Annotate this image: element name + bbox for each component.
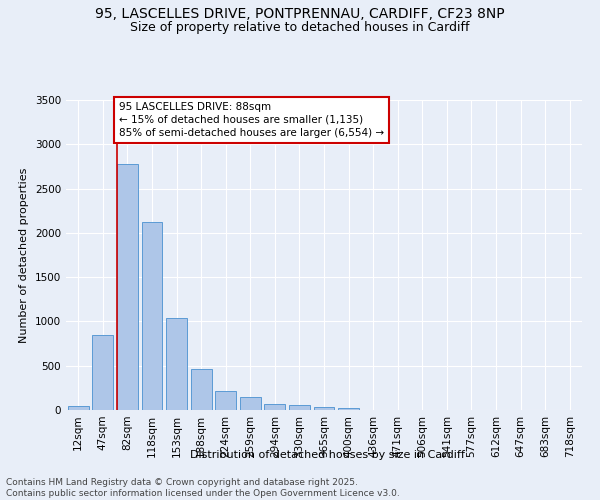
Bar — [215, 392, 236, 410]
Bar — [92, 334, 113, 410]
Bar — [265, 404, 286, 410]
Bar — [289, 405, 310, 410]
Text: Distribution of detached houses by size in Cardiff: Distribution of detached houses by size … — [190, 450, 464, 460]
Text: Contains HM Land Registry data © Crown copyright and database right 2025.
Contai: Contains HM Land Registry data © Crown c… — [6, 478, 400, 498]
Bar — [314, 408, 334, 410]
Bar — [191, 370, 212, 410]
Bar — [117, 164, 138, 410]
Bar — [240, 397, 261, 410]
Text: 95 LASCELLES DRIVE: 88sqm
← 15% of detached houses are smaller (1,135)
85% of se: 95 LASCELLES DRIVE: 88sqm ← 15% of detac… — [119, 102, 384, 138]
Bar — [166, 318, 187, 410]
Bar — [338, 408, 359, 410]
Text: 95, LASCELLES DRIVE, PONTPRENNAU, CARDIFF, CF23 8NP: 95, LASCELLES DRIVE, PONTPRENNAU, CARDIF… — [95, 8, 505, 22]
Text: Size of property relative to detached houses in Cardiff: Size of property relative to detached ho… — [130, 22, 470, 35]
Y-axis label: Number of detached properties: Number of detached properties — [19, 168, 29, 342]
Bar — [142, 222, 163, 410]
Bar — [68, 406, 89, 410]
